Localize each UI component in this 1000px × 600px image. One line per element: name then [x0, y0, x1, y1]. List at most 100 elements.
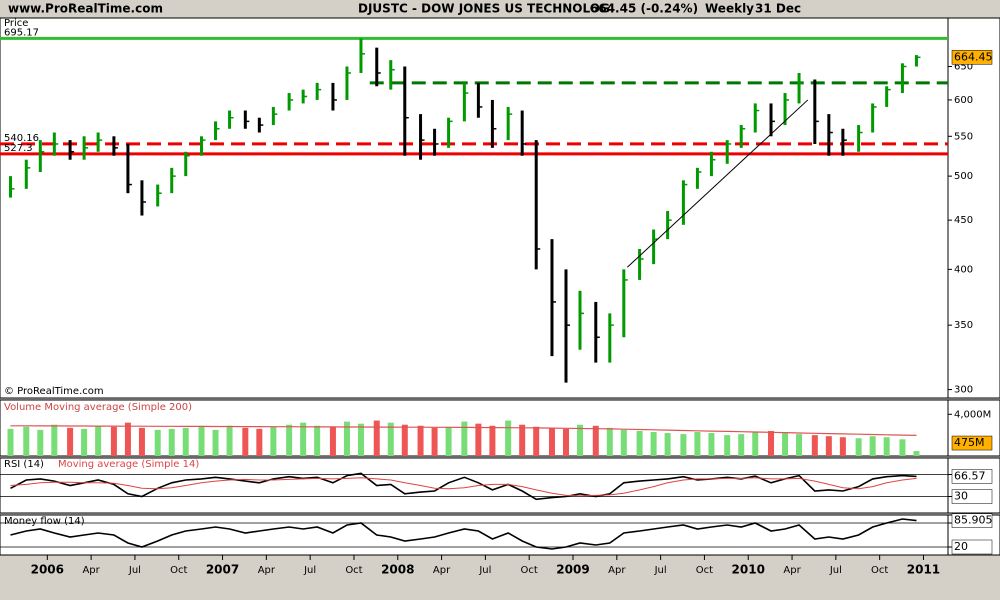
volume-last-box: [951, 435, 993, 451]
last-value: 85.905: [954, 514, 993, 527]
volume-bar: [533, 426, 540, 456]
panel: [0, 457, 949, 514]
site: www.ProRealTime.com: [8, 2, 163, 16]
x-tick-label: Oct: [871, 565, 888, 576]
volume-bar: [373, 420, 380, 456]
x-tick-label: Oct: [696, 565, 713, 576]
x-tick-label: 2007: [206, 563, 239, 577]
y-tick-label: 4,000M: [954, 409, 991, 420]
volume-bar: [680, 434, 687, 456]
x-tick-label: Apr: [258, 565, 276, 576]
volume-bar: [592, 425, 599, 456]
series-line: [10, 518, 917, 550]
period: Weekly: [705, 2, 754, 16]
volume-bar: [242, 427, 249, 456]
x-tick-label: Apr: [608, 565, 626, 576]
volume-bar: [708, 433, 715, 456]
y-tick-label: 450: [954, 215, 973, 226]
volume-bar: [562, 428, 569, 456]
volume-bar: [825, 436, 832, 456]
series-line: [10, 472, 917, 501]
last-value-box: [951, 469, 993, 484]
volume-bar: [286, 424, 293, 456]
y-tick-label: 30: [954, 490, 968, 503]
volume-bar: [811, 435, 818, 456]
volume-bar: [124, 422, 131, 456]
panel-title: Price: [4, 18, 28, 29]
y-tick-label: 300: [954, 385, 973, 396]
volume-bar: [899, 439, 906, 456]
volume-bar: [577, 424, 584, 456]
volume-bar: [401, 424, 408, 456]
volume-bar: [343, 421, 350, 456]
last-price-box: [951, 50, 993, 65]
copyright: © ProRealTime.com: [4, 386, 104, 397]
x-tick-label: 2008: [381, 563, 414, 577]
volume-bar: [855, 438, 862, 456]
date: 31 Dec: [755, 2, 801, 16]
volume-bar: [445, 426, 452, 456]
volume-bar: [768, 430, 775, 456]
volume-bar: [724, 435, 731, 456]
volume-bar: [51, 424, 58, 456]
volume-bar: [417, 425, 424, 456]
volume-bar: [461, 421, 468, 456]
y-tick-label-box: [951, 489, 993, 504]
legend-entry: Money flow (14): [4, 516, 85, 527]
volume-bar: [505, 420, 512, 456]
level-label: 527.3: [4, 143, 33, 154]
last-price: 664.45: [954, 50, 993, 63]
volume-bar: [650, 432, 657, 456]
y-tick-label-box: [951, 539, 993, 555]
x-tick-label: Oct: [345, 565, 362, 576]
volume-ma: [10, 425, 917, 436]
volume-bar: [738, 434, 745, 456]
volume-bar: [839, 437, 846, 456]
x-tick-label: Apr: [433, 565, 451, 576]
volume-bar: [7, 428, 14, 456]
legend-entry: RSI (14): [4, 459, 44, 470]
volume-bar: [431, 427, 438, 456]
last-value-box: [951, 513, 993, 528]
volume-bar: [37, 429, 44, 456]
volume-bar: [314, 425, 321, 456]
volume-bar: [256, 428, 263, 456]
x-tick-label: Oct: [521, 565, 538, 576]
volume-bar: [636, 430, 643, 456]
volume-bar: [154, 429, 161, 456]
x-tick-label: 2010: [732, 563, 765, 577]
y-tick-label: 550: [954, 131, 973, 142]
symbol: DJUSTC - DOW JONES US TECHNOLOG: [358, 2, 610, 16]
axis-area: [947, 17, 1000, 399]
volume-last: 475M: [954, 436, 985, 449]
volume-bar: [357, 423, 364, 456]
x-tick-label: Jul: [829, 565, 842, 576]
level-label: 695.17: [4, 27, 39, 38]
volume-bar: [226, 425, 233, 456]
volume-bar: [270, 426, 277, 456]
volume-bar: [664, 433, 671, 456]
volume-bar: [548, 427, 555, 456]
volume-bar: [168, 428, 175, 456]
level-label: 540.16: [4, 133, 39, 144]
volume-bar: [212, 429, 219, 456]
volume-bar: [519, 424, 526, 456]
x-tick-label: 2011: [907, 563, 940, 577]
x-tick-label: Jul: [478, 565, 491, 576]
trendline: [626, 99, 809, 268]
volume-bar: [752, 432, 759, 456]
volume-bar: [198, 426, 205, 456]
volume-bar: [606, 427, 613, 456]
volume-bar: [182, 427, 189, 456]
y-tick-label: 500: [954, 171, 973, 182]
quote: 664.45 (-0.24%): [590, 2, 698, 16]
volume-bar: [329, 426, 336, 456]
volume-bar: [475, 423, 482, 456]
volume-bar: [796, 434, 803, 456]
x-tick-label: 2006: [31, 563, 64, 577]
y-tick-label: 600: [954, 95, 973, 106]
last-value: 66.57: [954, 469, 986, 482]
y-tick-label: 350: [954, 320, 973, 331]
volume-bar: [883, 437, 890, 456]
